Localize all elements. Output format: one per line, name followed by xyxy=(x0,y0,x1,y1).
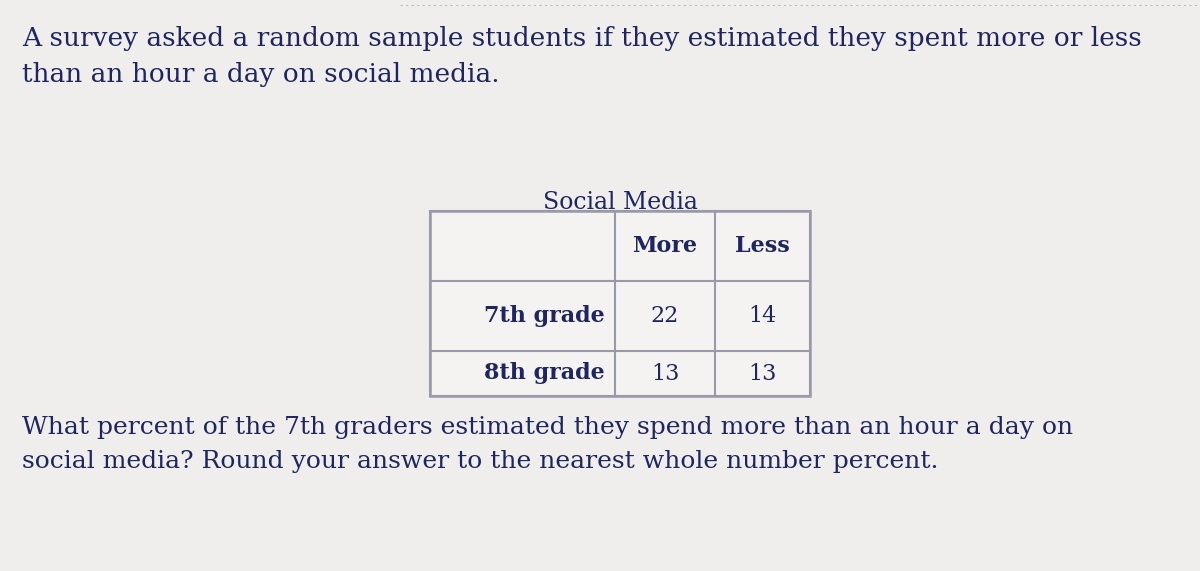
Text: Less: Less xyxy=(736,235,790,257)
Text: Social Media: Social Media xyxy=(542,191,697,214)
Text: 13: 13 xyxy=(749,363,776,384)
FancyBboxPatch shape xyxy=(430,211,810,396)
Text: 8th grade: 8th grade xyxy=(485,363,605,384)
Text: More: More xyxy=(632,235,697,257)
Text: What percent of the 7th graders estimated they spend more than an hour a day on
: What percent of the 7th graders estimate… xyxy=(22,416,1073,473)
Text: 13: 13 xyxy=(650,363,679,384)
Text: 14: 14 xyxy=(749,305,776,327)
Text: 22: 22 xyxy=(650,305,679,327)
Text: A survey asked a random sample students if they estimated they spent more or les: A survey asked a random sample students … xyxy=(22,26,1141,87)
Text: 7th grade: 7th grade xyxy=(485,305,605,327)
